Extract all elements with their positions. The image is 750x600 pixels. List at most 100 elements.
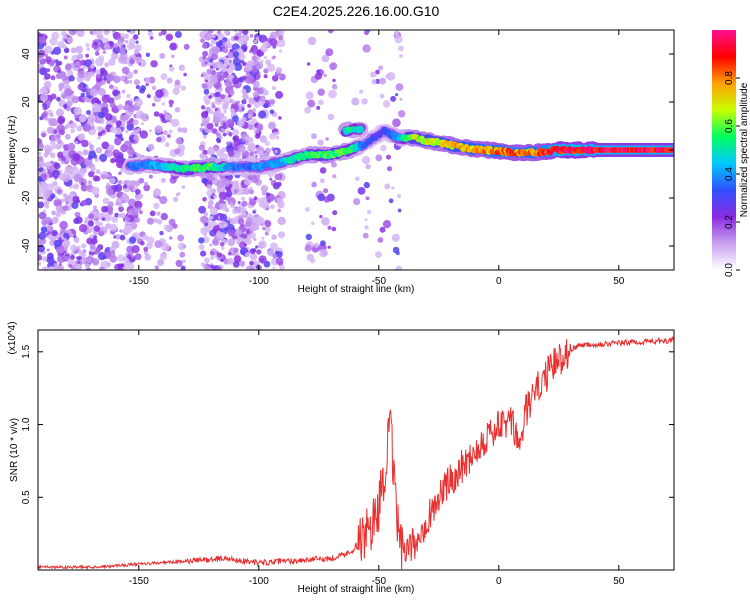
noise-speckle	[51, 229, 58, 237]
y-tick-label: -20	[21, 190, 32, 205]
noise-speckle	[252, 210, 256, 214]
noise-speckle	[211, 34, 216, 39]
noise-speckle	[327, 30, 334, 34]
noise-speckle	[331, 226, 337, 232]
spectrogram-axes: -150 -100 -50 0 50 -40 -20 0 20 40	[21, 30, 674, 287]
noise-speckle	[163, 110, 167, 114]
noise-speckle	[209, 229, 217, 237]
noise-speckle	[64, 125, 69, 130]
noise-speckle	[156, 136, 162, 143]
noise-speckle	[230, 99, 236, 105]
noise-speckle	[242, 90, 247, 96]
noise-speckle	[71, 201, 79, 209]
noise-speckle	[398, 110, 406, 118]
noise-speckle	[89, 31, 94, 35]
noise-speckle	[137, 207, 142, 212]
x-tick-label: 0	[496, 576, 502, 587]
noise-speckle	[98, 230, 105, 237]
noise-speckle	[215, 266, 222, 270]
noise-speckle	[93, 225, 101, 232]
noise-speckle	[41, 266, 49, 270]
noise-speckle	[69, 192, 74, 197]
noise-speckle	[232, 115, 239, 123]
noise-speckle	[112, 89, 119, 97]
noise-speckle	[163, 224, 169, 231]
noise-speckle	[118, 171, 122, 176]
noise-speckle	[77, 256, 82, 261]
spectrogram-xlabel: Height of straight line (km)	[298, 284, 415, 295]
noise-speckle	[44, 35, 48, 39]
noise-speckle	[47, 225, 53, 232]
noise-speckle	[54, 162, 61, 170]
noise-speckle	[245, 265, 254, 270]
noise-speckle	[212, 238, 220, 246]
noise-speckle	[64, 166, 72, 174]
noise-speckle	[219, 242, 225, 247]
noise-speckle	[179, 251, 186, 258]
noise-speckle	[320, 240, 326, 247]
noise-speckle	[38, 57, 41, 62]
noise-speckle	[244, 75, 253, 84]
noise-speckle	[249, 253, 258, 261]
noise-speckle	[241, 148, 246, 153]
noise-speckle	[270, 204, 275, 209]
noise-speckle	[129, 236, 137, 244]
noise-speckle	[107, 144, 115, 152]
noise-speckle	[113, 43, 119, 48]
noise-speckle	[263, 68, 269, 74]
noise-speckle	[114, 184, 123, 192]
noise-speckle	[57, 69, 62, 74]
noise-speckle	[133, 135, 140, 142]
noise-speckle	[86, 47, 91, 51]
noise-speckle	[127, 30, 131, 33]
noise-speckle	[275, 135, 280, 140]
noise-speckle	[63, 35, 68, 40]
noise-speckle	[386, 154, 391, 160]
noise-speckle	[103, 30, 110, 36]
noise-speckle	[77, 261, 81, 264]
noise-speckle	[38, 237, 47, 245]
noise-speckle	[172, 223, 178, 229]
noise-speckle	[218, 40, 224, 46]
noise-speckle	[128, 30, 136, 35]
noise-speckle	[379, 93, 385, 99]
noise-speckle	[38, 167, 44, 173]
noise-speckle	[143, 181, 148, 186]
noise-speckle	[251, 175, 259, 184]
noise-speckle	[153, 111, 160, 117]
noise-speckle	[201, 111, 209, 119]
noise-speckle	[109, 177, 116, 184]
noise-speckle	[94, 51, 100, 56]
noise-speckle	[305, 91, 314, 100]
noise-speckle	[161, 30, 167, 36]
noise-speckle	[50, 93, 57, 100]
noise-speckle	[57, 151, 64, 159]
noise-speckle	[222, 132, 227, 137]
noise-speckle	[200, 38, 205, 43]
noise-speckle	[119, 234, 126, 241]
noise-speckle	[40, 226, 48, 233]
noise-speckle	[253, 40, 257, 44]
noise-speckle	[100, 107, 109, 115]
noise-speckle	[44, 204, 49, 209]
noise-speckle	[90, 166, 96, 172]
noise-speckle	[112, 45, 121, 54]
noise-speckle	[239, 260, 246, 266]
noise-speckle	[124, 104, 129, 109]
y-tick-label: -40	[21, 238, 32, 253]
y-tick-label: 0	[21, 147, 32, 153]
noise-speckle	[85, 42, 90, 48]
noise-speckle	[207, 56, 211, 60]
noise-speckle	[81, 182, 85, 186]
noise-speckle	[311, 133, 317, 140]
noise-speckle	[323, 196, 330, 203]
noise-speckle	[260, 185, 269, 193]
noise-speckle	[124, 79, 129, 85]
noise-speckle	[44, 73, 51, 80]
noise-speckle	[64, 255, 69, 260]
noise-speckle	[78, 249, 83, 254]
noise-speckle	[264, 220, 272, 228]
noise-speckle	[75, 45, 83, 54]
x-tick-label: -150	[129, 276, 149, 287]
noise-speckle	[357, 187, 366, 195]
